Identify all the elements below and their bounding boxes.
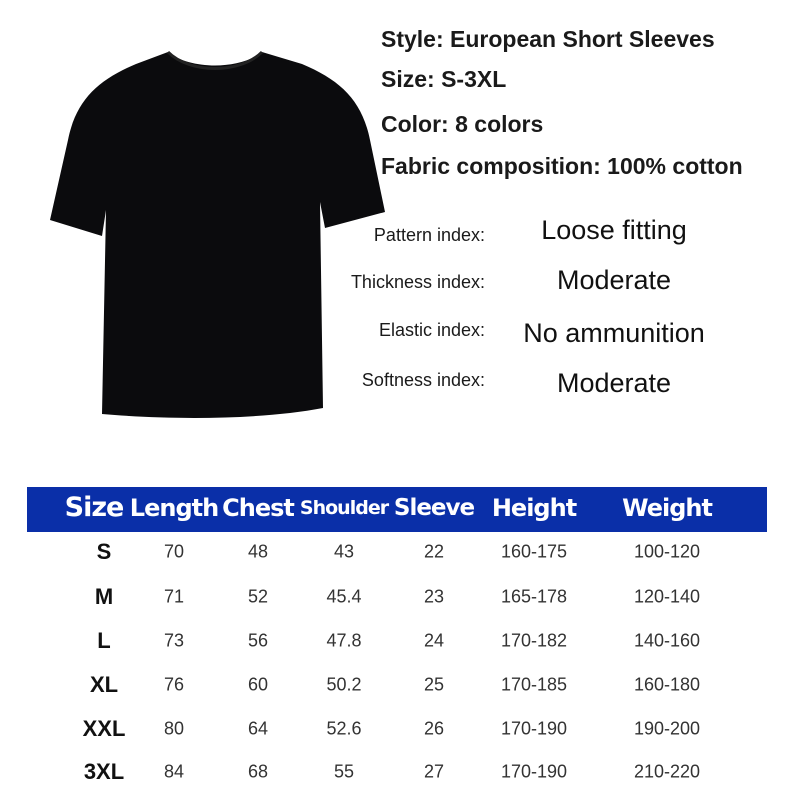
size-cell: M bbox=[94, 584, 114, 609]
column-header: Weight bbox=[622, 494, 713, 522]
index-value: Loose fitting bbox=[541, 215, 687, 245]
index-label: Pattern index: bbox=[373, 225, 485, 245]
table-cell: 48 bbox=[247, 541, 269, 562]
table-cell: 22 bbox=[423, 541, 445, 562]
table-cell: 43 bbox=[333, 541, 355, 562]
spec-line: Style: European Short Sleeves bbox=[381, 26, 715, 52]
table-cell: 170-185 bbox=[500, 674, 568, 695]
table-cell: 76 bbox=[163, 674, 185, 695]
index-value: No ammunition bbox=[523, 318, 705, 348]
index-label: Thickness index: bbox=[350, 272, 485, 292]
table-cell: 68 bbox=[247, 761, 269, 782]
size-cell: L bbox=[97, 628, 111, 653]
table-cell: 190-200 bbox=[633, 718, 701, 739]
table-cell: 27 bbox=[423, 761, 445, 782]
column-header: Size bbox=[64, 492, 125, 523]
column-header: Length bbox=[129, 494, 219, 522]
index-label: Softness index: bbox=[361, 370, 485, 390]
column-header: Chest bbox=[222, 494, 295, 522]
table-cell: 50.2 bbox=[326, 674, 362, 695]
table-cell: 64 bbox=[247, 718, 269, 739]
table-cell: 71 bbox=[163, 586, 185, 607]
size-cell: XL bbox=[89, 672, 119, 697]
table-cell: 52 bbox=[247, 586, 269, 607]
table-cell: 24 bbox=[423, 630, 445, 651]
spec-line: Size: S-3XL bbox=[381, 66, 507, 92]
table-cell: 84 bbox=[163, 761, 185, 782]
table-cell: 23 bbox=[423, 586, 445, 607]
table-cell: 80 bbox=[163, 718, 185, 739]
column-header: Shoulder bbox=[299, 497, 389, 519]
table-cell: 45.4 bbox=[326, 586, 362, 607]
size-table-header: Size Length Chest Shoulder Sleeve Height Weigh… bbox=[27, 487, 767, 532]
table-cell: 165-178 bbox=[500, 586, 568, 607]
table-cell: 170-182 bbox=[500, 630, 568, 651]
table-cell: 140-160 bbox=[633, 630, 701, 651]
size-cell: S bbox=[96, 539, 112, 564]
table-cell: 170-190 bbox=[500, 718, 568, 739]
column-header: Height bbox=[491, 494, 577, 522]
tshirt-shape bbox=[50, 52, 385, 418]
table-cell: 47.8 bbox=[326, 630, 362, 651]
table-cell: 56 bbox=[247, 630, 269, 651]
table-cell: 170-190 bbox=[500, 761, 568, 782]
table-cell: 160-180 bbox=[633, 674, 701, 695]
tshirt-image bbox=[50, 50, 385, 418]
table-cell: 52.6 bbox=[326, 718, 362, 739]
table-cell: 55 bbox=[333, 761, 355, 782]
table-cell: 120-140 bbox=[633, 586, 701, 607]
table-cell: 100-120 bbox=[633, 541, 701, 562]
table-cell: 25 bbox=[423, 674, 445, 695]
index-label: Elastic index: bbox=[378, 320, 485, 340]
table-cell: 60 bbox=[247, 674, 269, 695]
column-header: Sleeve bbox=[393, 495, 475, 521]
table-cell: 210-220 bbox=[633, 761, 701, 782]
table-cell: 160-175 bbox=[500, 541, 568, 562]
size-cell: 3XL bbox=[83, 759, 125, 784]
spec-line: Color: 8 colors bbox=[381, 111, 544, 137]
table-cell: 26 bbox=[423, 718, 445, 739]
index-value: Moderate bbox=[556, 368, 672, 398]
index-value: Moderate bbox=[556, 265, 672, 295]
table-cell: 70 bbox=[163, 541, 185, 562]
spec-line: Fabric composition: 100% cotton bbox=[381, 153, 743, 179]
size-cell: XXL bbox=[82, 716, 126, 741]
table-cell: 73 bbox=[163, 630, 185, 651]
